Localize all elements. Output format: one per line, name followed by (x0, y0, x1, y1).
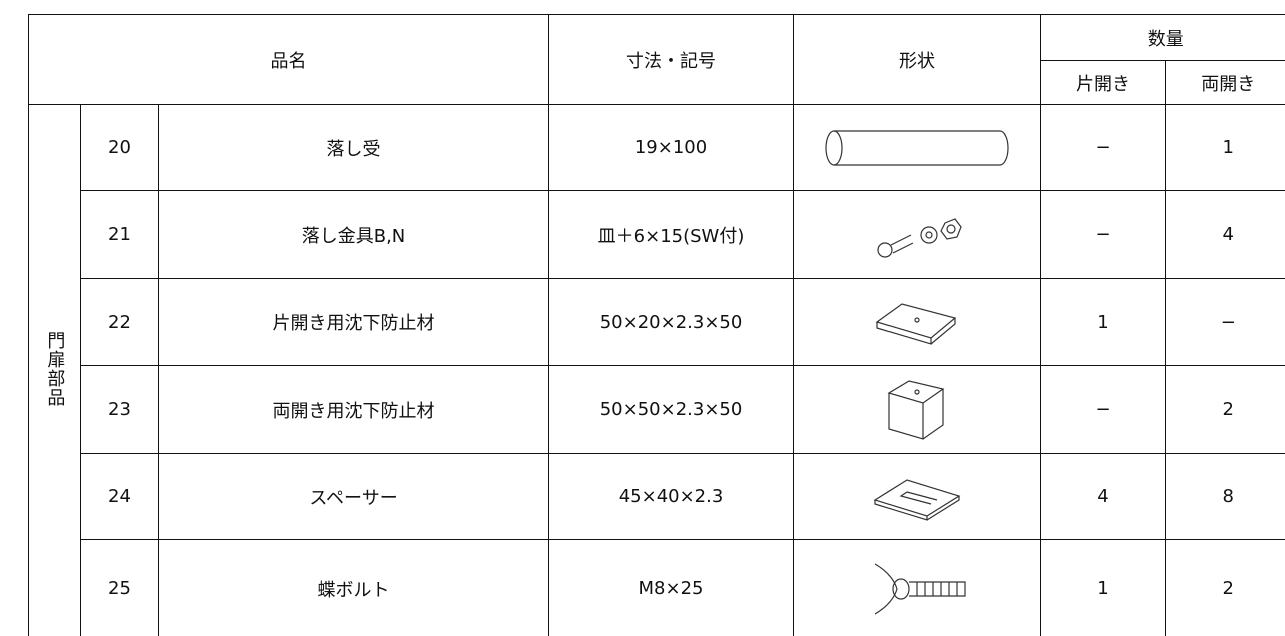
table-wrap: 品名 寸法・記号 形状 数量 片開き 両開き 門扉部品 20 落し受 19×100 −… (28, 14, 1285, 636)
item-name: 落し金具B,N (157, 190, 550, 279)
item-name: 蝶ボルト (157, 539, 550, 636)
shape-cell (793, 539, 1042, 636)
shape-plate-single (875, 303, 957, 345)
item-number: 23 (80, 365, 159, 454)
table-row: 21 落し金具B,N 皿＋6×15(SW付) −4 (29, 190, 1285, 279)
item-dims: 50×50×2.3×50 (548, 365, 795, 454)
qty-single: 1 (1040, 278, 1167, 366)
shape-spacer (873, 478, 961, 521)
item-dims: M8×25 (548, 539, 795, 636)
qty-single: − (1040, 104, 1167, 191)
table-row: 25 蝶ボルト M8×25 1 2 (29, 539, 1285, 636)
group-label: 門扉部品 (44, 330, 66, 407)
header-shape: 形状 (793, 14, 1042, 105)
item-number: 25 (80, 539, 159, 636)
shape-plate-double (887, 379, 945, 440)
item-number: 20 (80, 104, 159, 191)
table-row: 23 両開き用沈下防止材 50×50×2.3×50 −2 (29, 365, 1285, 454)
qty-double: − (1165, 278, 1285, 366)
qty-double: 8 (1165, 453, 1285, 540)
header-qty: 数量 (1040, 14, 1285, 61)
qty-double: 2 (1165, 539, 1285, 636)
qty-double: 4 (1165, 190, 1285, 279)
item-number: 22 (80, 278, 159, 366)
shape-cell (793, 104, 1042, 191)
shape-cell (793, 278, 1042, 366)
item-number: 21 (80, 190, 159, 279)
item-dims: 50×20×2.3×50 (548, 278, 795, 366)
item-name: 両開き用沈下防止材 (157, 365, 550, 454)
table-row: 24 スペーサー 45×40×2.3 4 8 (29, 453, 1285, 540)
qty-single: 4 (1040, 453, 1167, 540)
item-name: 片開き用沈下防止材 (157, 278, 550, 366)
shape-wing-bolt (874, 562, 966, 615)
qty-single: − (1040, 190, 1167, 279)
header-dims: 寸法・記号 (548, 14, 795, 105)
qty-double: 1 (1165, 104, 1285, 191)
shape-cell (793, 190, 1042, 279)
item-dims: 19×100 (548, 104, 795, 191)
item-dims: 皿＋6×15(SW付) (548, 190, 795, 279)
shape-cell (793, 453, 1042, 540)
item-dims: 45×40×2.3 (548, 453, 795, 540)
item-name: スペーサー (157, 453, 550, 540)
shape-cell (793, 365, 1042, 454)
table-row: 22 片開き用沈下防止材 50×20×2.3×50 1− (29, 278, 1285, 366)
item-number: 24 (80, 453, 159, 540)
item-name: 落し受 (157, 104, 550, 191)
qty-double: 2 (1165, 365, 1285, 454)
table-row: 門扉部品 20 落し受 19×100−1 (28, 104, 1285, 636)
parts-table: 品名 寸法・記号 形状 数量 片開き 両開き 門扉部品 20 落し受 19×100 −… (28, 14, 1285, 636)
header-double: 両開き (1165, 60, 1285, 105)
shape-pipe (825, 129, 1009, 166)
header-single: 片開き (1040, 60, 1167, 105)
header-name: 品名 (28, 14, 550, 105)
qty-single: − (1040, 365, 1167, 454)
qty-single: 1 (1040, 539, 1167, 636)
shape-screw (877, 217, 962, 258)
